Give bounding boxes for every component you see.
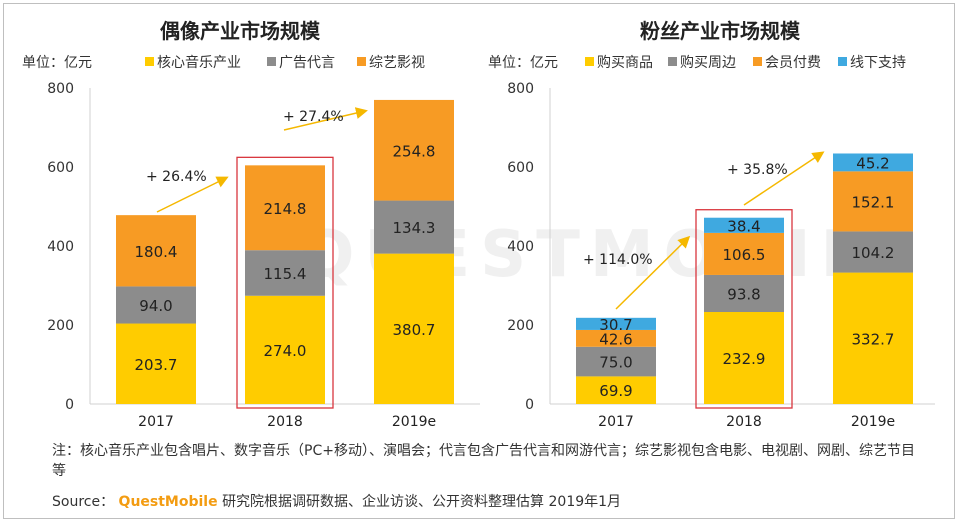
- c2-y-tick-0: 0: [525, 397, 534, 413]
- c2-value-label-0-3: 30.7: [599, 316, 632, 334]
- c1-y-tick-3: 600: [47, 160, 74, 176]
- c2-growth-arrow-1: [743, 151, 825, 206]
- c1-bar-1-2: [245, 165, 325, 251]
- c2-bar-0-0: [576, 376, 656, 404]
- c2-bar-2-1: [833, 231, 913, 273]
- c1-value-label-1-1: 115.4: [264, 265, 307, 283]
- c2-legend-label-0: 购买商品: [597, 55, 653, 71]
- c1-value-label-0-0: 203.7: [135, 356, 178, 374]
- c2-value-label-1-2: 106.5: [723, 246, 766, 264]
- c1-x-tick-0: 2017: [138, 414, 174, 430]
- c1-chart-title: 偶像产业市场规模: [160, 19, 321, 43]
- c2-legend-swatch-0: [585, 57, 594, 66]
- c2-y-tick-1: 200: [507, 318, 534, 334]
- c2-value-label-0-1: 75.0: [599, 354, 632, 372]
- c2-bar-0-3: [576, 317, 656, 330]
- c1-bar-0-0: [116, 323, 196, 404]
- c2-x-tick-1: 2018: [726, 414, 762, 430]
- c1-legend-swatch-1: [267, 57, 276, 66]
- c2-growth-label-0: + 114.0%: [583, 252, 653, 268]
- c2-value-label-1-3: 38.4: [727, 217, 760, 235]
- c2-y-tick-2: 400: [507, 239, 534, 255]
- c2-value-label-1-1: 93.8: [727, 285, 760, 303]
- c2-value-label-2-1: 104.2: [852, 244, 895, 262]
- c1-bar-1-1: [245, 250, 325, 296]
- c2-x-tick-2: 2019e: [851, 414, 895, 430]
- c1-value-label-2-1: 134.3: [393, 219, 436, 237]
- c2-value-label-2-0: 332.7: [852, 330, 895, 348]
- c2-bar-1-2: [704, 232, 784, 275]
- c2-value-label-2-2: 152.1: [852, 193, 895, 211]
- c1-unit-label: 单位：亿元: [22, 55, 92, 71]
- c2-legend-label-3: 线下支持: [850, 55, 906, 71]
- source-brand: QuestMobile: [118, 494, 218, 510]
- chart-frame: [3, 3, 955, 519]
- c1-value-label-0-2: 180.4: [135, 243, 178, 261]
- c2-growth-arrow-0: [615, 235, 691, 310]
- c2-bar-2-0: [833, 272, 913, 404]
- c2-bar-2-3: [833, 153, 913, 172]
- c1-legend-label-1: 广告代言: [279, 55, 335, 71]
- c1-value-label-1-0: 274.0: [264, 342, 307, 360]
- c1-x-tick-1: 2018: [267, 414, 303, 430]
- c2-bar-0-1: [576, 346, 656, 377]
- c2-legend-swatch-2: [753, 57, 762, 66]
- c1-growth-arrow-1: [283, 107, 368, 131]
- c2-legend-swatch-1: [668, 57, 677, 66]
- c1-value-label-0-1: 94.0: [139, 297, 172, 315]
- c2-legend-label-2: 会员付费: [765, 55, 821, 71]
- footnote: 注：核心音乐产业包含唱片、数字音乐（PC+移动）、演唱会；代言包含广告代言和网游…: [52, 443, 915, 479]
- c1-y-tick-1: 200: [47, 318, 74, 334]
- c1-bar-1-0: [245, 295, 325, 404]
- c1-bar-0-1: [116, 286, 196, 324]
- source-line: Source： QuestMobile 研究院根据调研数据、企业访谈、公开资料整…: [52, 491, 621, 511]
- c1-legend-label-0: 核心音乐产业: [157, 54, 241, 71]
- c1-value-label-2-2: 254.8: [393, 142, 436, 160]
- c2-growth-label-1: + 35.8%: [727, 162, 788, 178]
- c1-bar-0-2: [116, 215, 196, 287]
- c1-legend-label-2: 综艺影视: [369, 55, 425, 71]
- c2-bar-1-1: [704, 274, 784, 313]
- c1-growth-arrow-0: [156, 176, 229, 213]
- c1-y-tick-4: 800: [47, 81, 74, 97]
- c1-bar-2-0: [374, 253, 454, 404]
- c1-growth-label-1: + 27.4%: [283, 109, 344, 125]
- c1-highlight-box: [236, 156, 334, 409]
- c2-y-tick-4: 800: [507, 81, 534, 97]
- c2-x-tick-0: 2017: [598, 414, 634, 430]
- c2-unit-label: 单位：亿元: [488, 55, 558, 71]
- c1-bar-2-2: [374, 99, 454, 201]
- c2-value-label-2-3: 45.2: [856, 154, 889, 172]
- c1-legend-swatch-0: [145, 57, 154, 66]
- c1-bar-2-1: [374, 200, 454, 254]
- source-label: Source：: [52, 494, 115, 510]
- c1-value-label-2-0: 380.7: [393, 321, 436, 339]
- c2-value-label-0-2: 42.6: [599, 330, 632, 348]
- c1-growth-label-0: + 26.4%: [146, 169, 207, 185]
- c2-value-label-1-0: 232.9: [723, 350, 766, 368]
- c2-legend-label-1: 购买周边: [680, 55, 736, 71]
- c2-chart-title: 粉丝产业市场规模: [640, 19, 801, 43]
- c1-y-tick-0: 0: [65, 397, 74, 413]
- c1-x-tick-2: 2019e: [392, 414, 436, 430]
- c2-legend-swatch-3: [838, 57, 847, 66]
- source-text: 研究院根据调研数据、企业访谈、公开资料整理估算 2019年1月: [222, 494, 622, 510]
- c2-highlight-box: [695, 209, 793, 409]
- c2-bar-0-2: [576, 329, 656, 347]
- c2-bar-1-3: [704, 217, 784, 233]
- c2-value-label-0-0: 69.9: [599, 382, 632, 400]
- c2-bar-1-0: [704, 312, 784, 404]
- c1-legend-swatch-2: [357, 57, 366, 66]
- c1-y-tick-2: 400: [47, 239, 74, 255]
- c1-value-label-1-2: 214.8: [264, 200, 307, 218]
- c2-bar-2-2: [833, 171, 913, 232]
- c2-y-tick-3: 600: [507, 160, 534, 176]
